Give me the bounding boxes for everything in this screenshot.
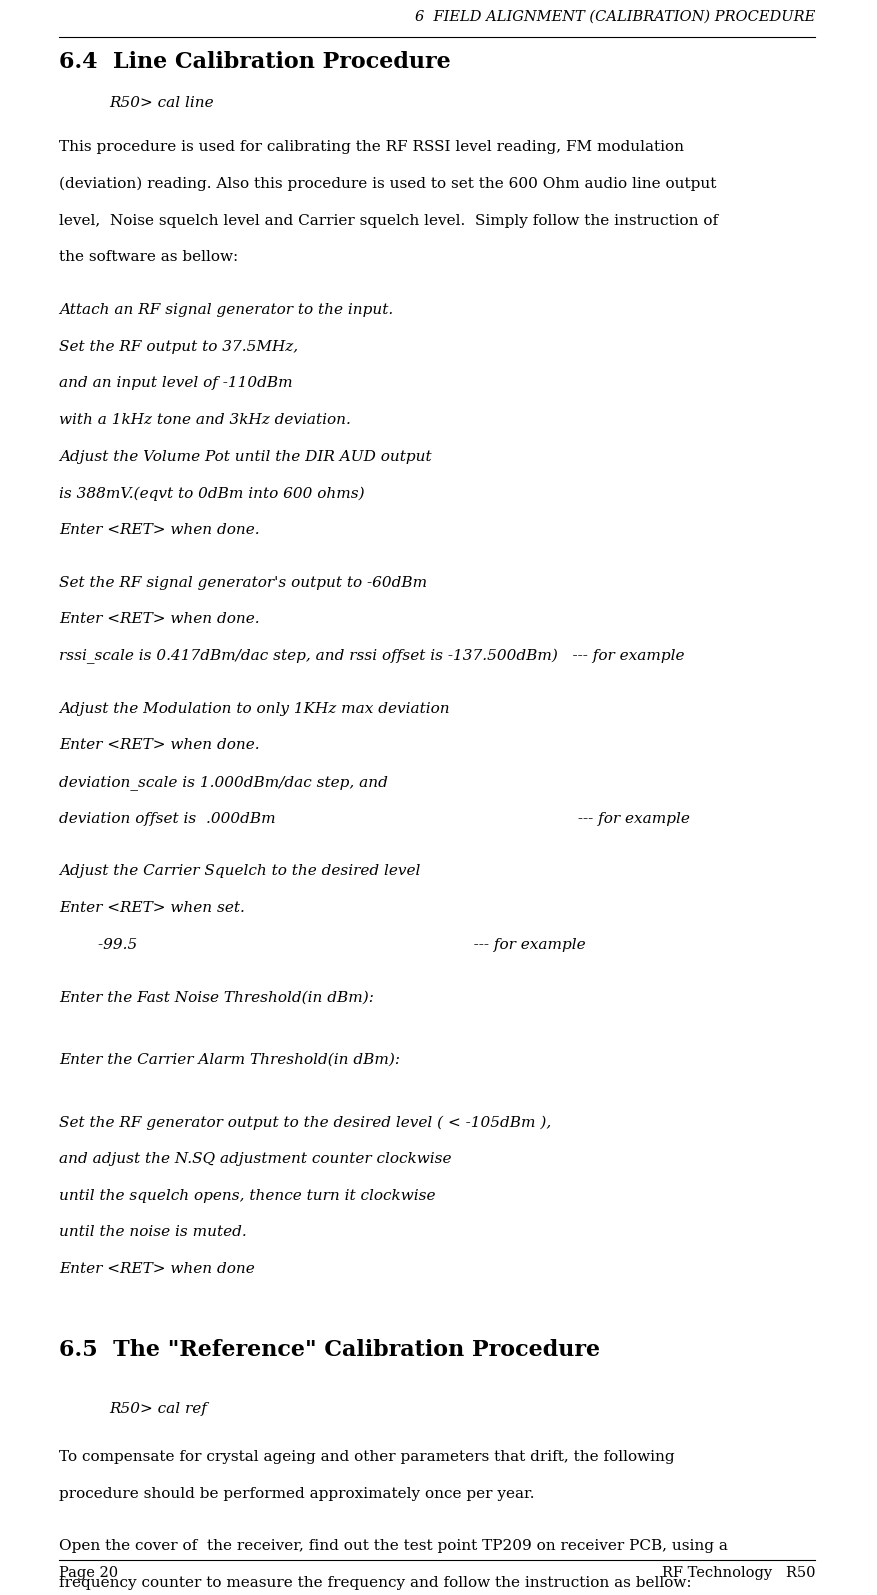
Text: R50> cal line: R50> cal line xyxy=(110,96,214,110)
Text: Adjust the Volume Pot until the DIR AUD output: Adjust the Volume Pot until the DIR AUD … xyxy=(59,450,431,464)
Text: Enter <RET> when done.: Enter <RET> when done. xyxy=(59,523,260,538)
Text: Enter <RET> when done: Enter <RET> when done xyxy=(59,1262,254,1276)
Text: Enter the Carrier Alarm Threshold(in dBm):: Enter the Carrier Alarm Threshold(in dBm… xyxy=(59,1053,400,1067)
Text: Set the RF signal generator's output to -60dBm: Set the RF signal generator's output to … xyxy=(59,576,427,590)
Text: 6.4  Line Calibration Procedure: 6.4 Line Calibration Procedure xyxy=(59,51,451,73)
Text: Enter the Fast Noise Threshold(in dBm):: Enter the Fast Noise Threshold(in dBm): xyxy=(59,990,374,1005)
Text: -99.5                                                                     --- fo: -99.5 --- fo xyxy=(59,938,586,952)
Text: rssi_scale is 0.417dBm/dac step, and rssi offset is -137.500dBm)   --- for examp: rssi_scale is 0.417dBm/dac step, and rss… xyxy=(59,649,684,665)
Text: procedure should be performed approximately once per year.: procedure should be performed approximat… xyxy=(59,1487,534,1501)
Text: (deviation) reading. Also this procedure is used to set the 600 Ohm audio line o: (deviation) reading. Also this procedure… xyxy=(59,177,717,191)
Text: with a 1kHz tone and 3kHz deviation.: with a 1kHz tone and 3kHz deviation. xyxy=(59,413,351,427)
Text: Open the cover of  the receiver, find out the test point TP209 on receiver PCB, : Open the cover of the receiver, find out… xyxy=(59,1539,728,1554)
Text: Set the RF output to 37.5MHz,: Set the RF output to 37.5MHz, xyxy=(59,340,298,354)
Text: Enter <RET> when done.: Enter <RET> when done. xyxy=(59,612,260,627)
Text: To compensate for crystal ageing and other parameters that drift, the following: To compensate for crystal ageing and oth… xyxy=(59,1450,674,1464)
Text: and adjust the N.SQ adjustment counter clockwise: and adjust the N.SQ adjustment counter c… xyxy=(59,1152,452,1166)
Text: deviation_scale is 1.000dBm/dac step, and: deviation_scale is 1.000dBm/dac step, an… xyxy=(59,775,388,790)
Text: Adjust the Carrier Squelch to the desired level: Adjust the Carrier Squelch to the desire… xyxy=(59,864,420,879)
Text: frequency counter to measure the frequency and follow the instruction as bellow:: frequency counter to measure the frequen… xyxy=(59,1576,691,1590)
Text: Set the RF generator output to the desired level ( < -105dBm ),: Set the RF generator output to the desir… xyxy=(59,1115,551,1129)
Text: until the noise is muted.: until the noise is muted. xyxy=(59,1225,246,1239)
Text: This procedure is used for calibrating the RF RSSI level reading, FM modulation: This procedure is used for calibrating t… xyxy=(59,140,684,155)
Text: level,  Noise squelch level and Carrier squelch level.  Simply follow the instru: level, Noise squelch level and Carrier s… xyxy=(59,214,718,228)
Text: is 388mV.(eqvt to 0dBm into 600 ohms): is 388mV.(eqvt to 0dBm into 600 ohms) xyxy=(59,486,365,501)
Text: until the squelch opens, thence turn it clockwise: until the squelch opens, thence turn it … xyxy=(59,1188,435,1203)
Text: the software as bellow:: the software as bellow: xyxy=(59,250,238,265)
Text: Attach an RF signal generator to the input.: Attach an RF signal generator to the inp… xyxy=(59,303,393,317)
Text: Adjust the Modulation to only 1KHz max deviation: Adjust the Modulation to only 1KHz max d… xyxy=(59,702,449,716)
Text: R50> cal ref: R50> cal ref xyxy=(110,1402,207,1416)
Text: and an input level of -110dBm: and an input level of -110dBm xyxy=(59,376,292,391)
Text: Enter <RET> when done.: Enter <RET> when done. xyxy=(59,738,260,753)
Text: deviation offset is  .000dBm                                                    : deviation offset is .000dBm xyxy=(59,812,689,826)
Text: 6.5  The "Reference" Calibration Procedure: 6.5 The "Reference" Calibration Procedur… xyxy=(59,1338,600,1361)
Text: RF Technology   R50: RF Technology R50 xyxy=(661,1566,815,1581)
Text: Enter <RET> when set.: Enter <RET> when set. xyxy=(59,901,245,916)
Text: 6  FIELD ALIGNMENT (CALIBRATION) PROCEDURE: 6 FIELD ALIGNMENT (CALIBRATION) PROCEDUR… xyxy=(415,10,815,24)
Text: Page 20: Page 20 xyxy=(59,1566,118,1581)
